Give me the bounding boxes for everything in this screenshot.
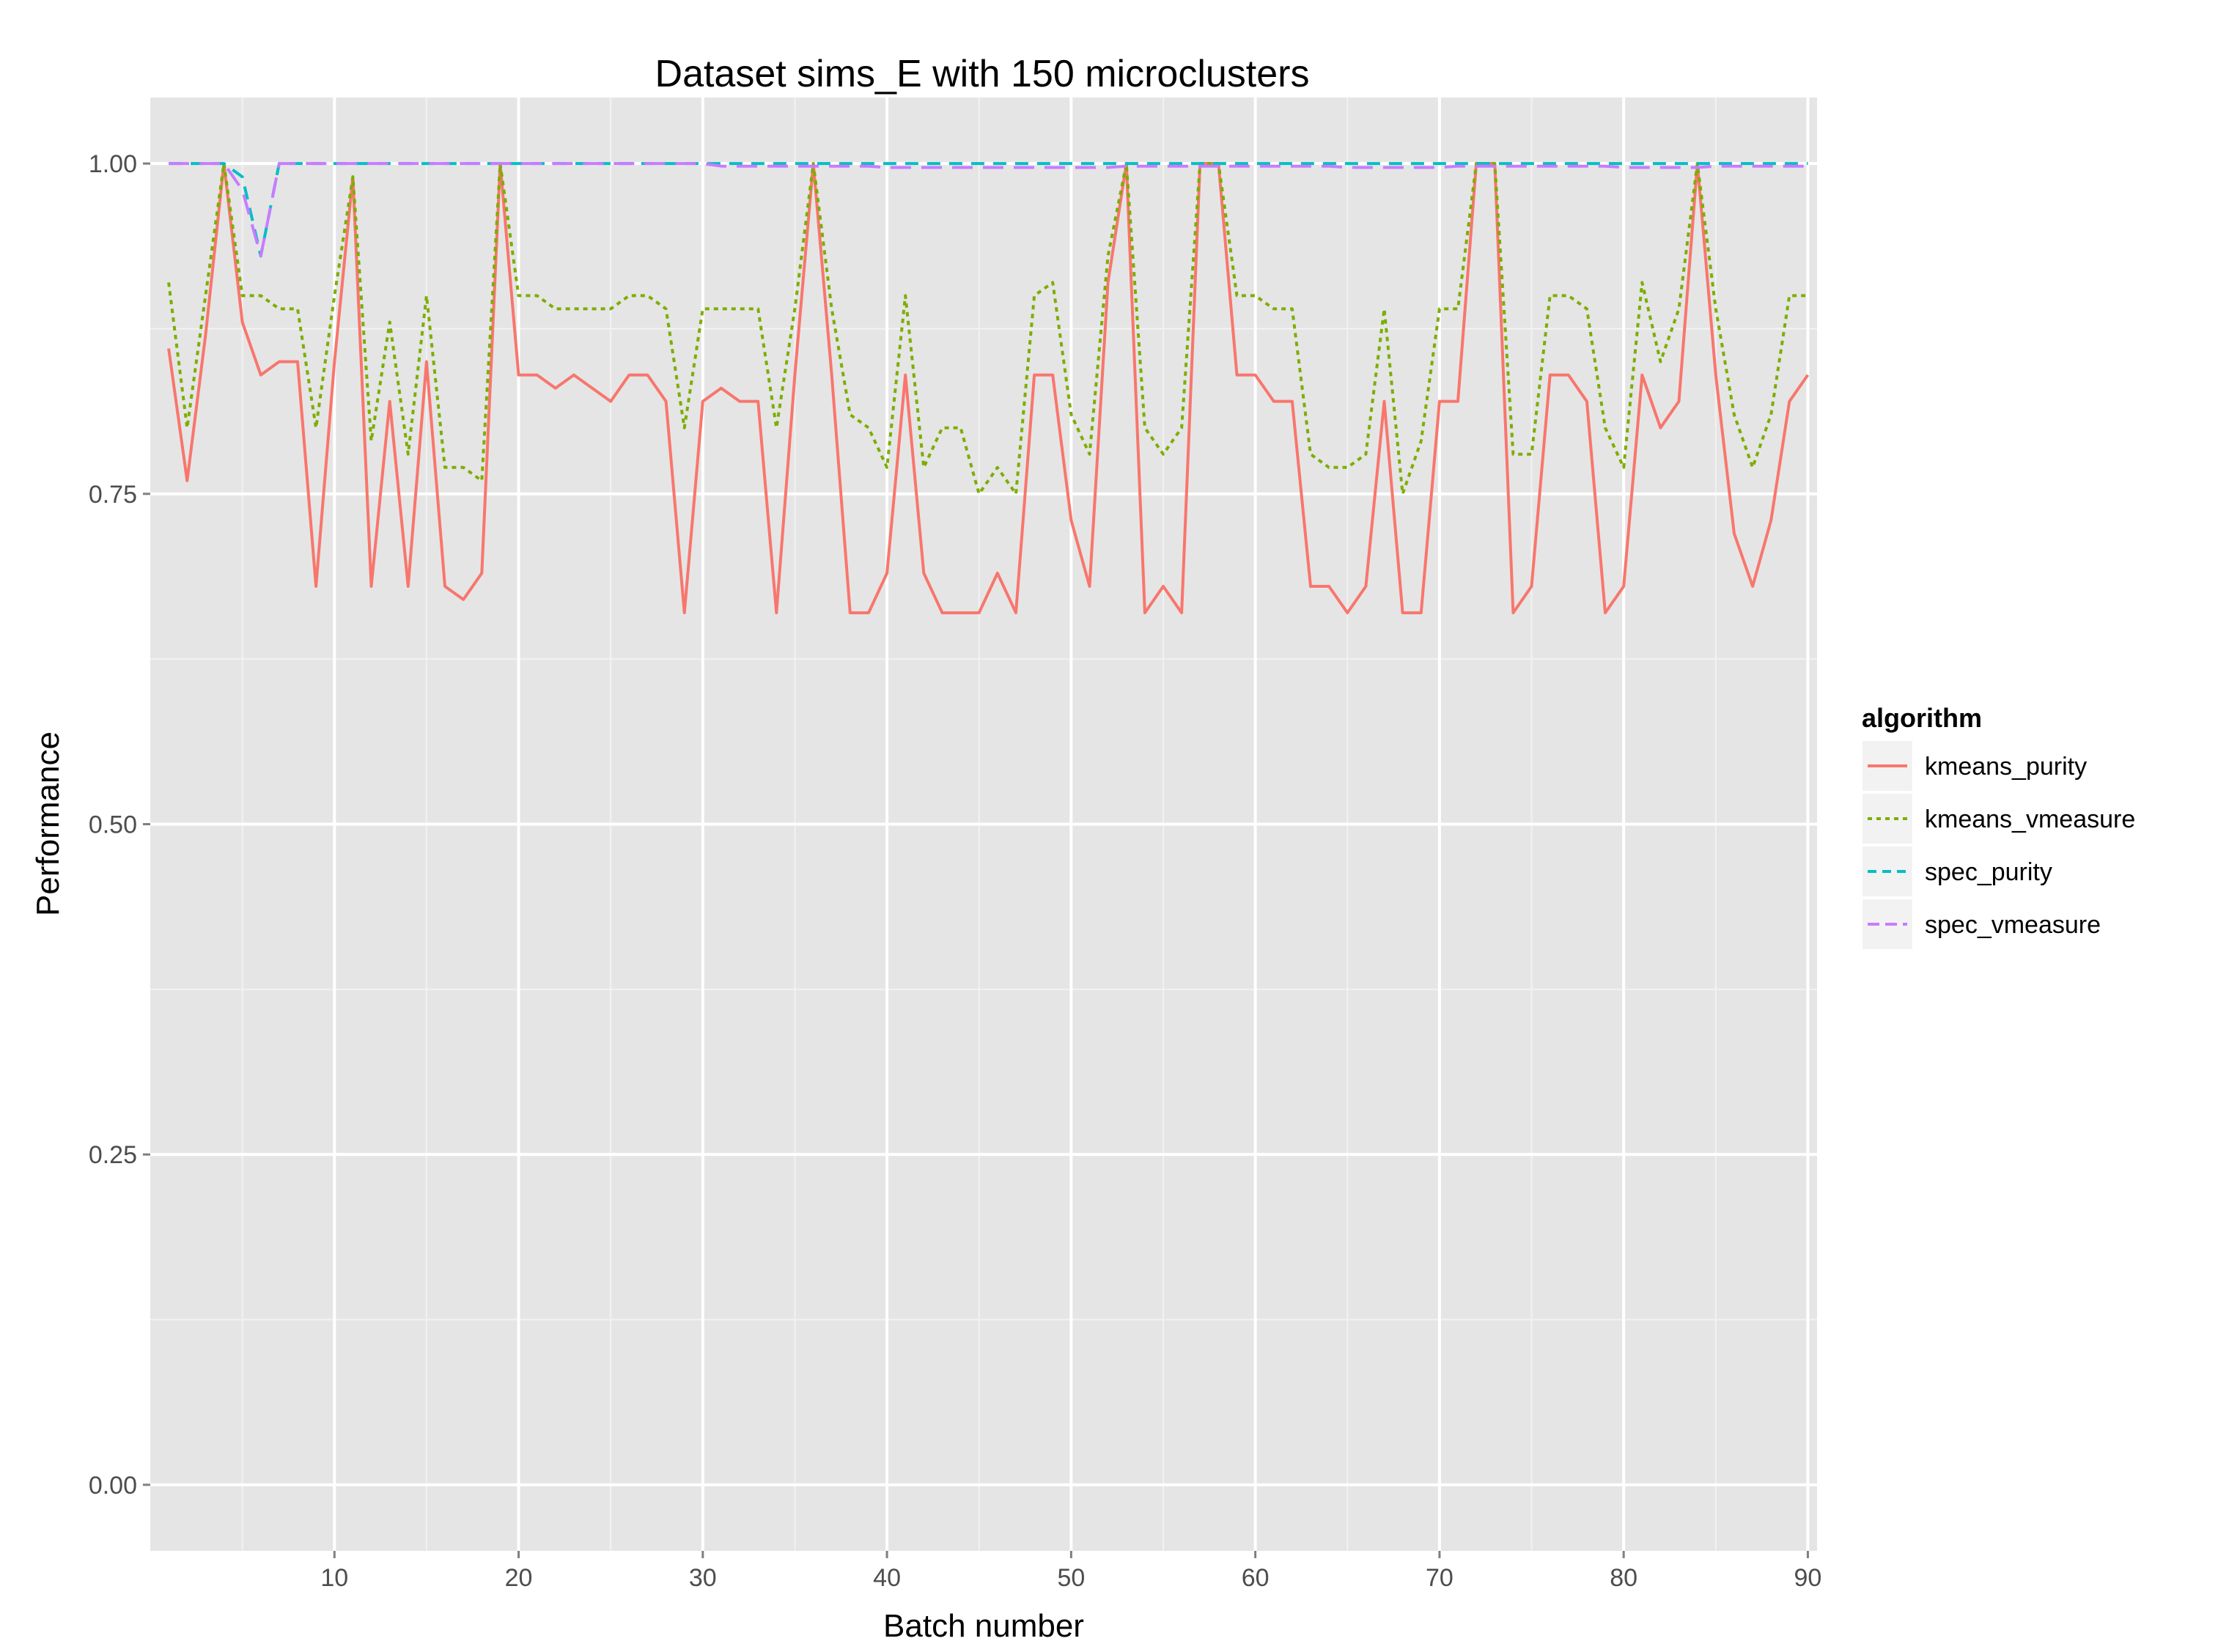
y-axis: 0.00 0.25 0.50 0.75 1.00 — [89, 150, 150, 1500]
legend-item-spec_purity: spec_purity — [1861, 845, 2052, 898]
x-tick-label: 30 — [689, 1564, 717, 1592]
grid-major — [150, 97, 1817, 1551]
legend-title: algorithm — [1862, 703, 1982, 733]
legend-label: spec_vmeasure — [1925, 911, 2101, 939]
x-tick-label: 20 — [505, 1564, 533, 1592]
x-tick-label: 70 — [1426, 1564, 1454, 1592]
x-tick-label: 60 — [1242, 1564, 1270, 1592]
legend-label: kmeans_vmeasure — [1925, 805, 2135, 833]
x-axis-title: Batch number — [883, 1608, 1084, 1644]
x-tick-label: 90 — [1794, 1564, 1822, 1592]
y-tick-label: 0.50 — [89, 811, 137, 839]
series-line-spec_vmeasure — [169, 162, 1808, 258]
legend-item-kmeans_purity: kmeans_purity — [1861, 740, 2087, 792]
x-axis: 10 20 30 40 50 60 70 80 90 — [320, 1551, 1821, 1592]
y-tick-label: 0.00 — [89, 1472, 137, 1500]
legend-item-spec_vmeasure: spec_vmeasure — [1861, 898, 2101, 951]
legend-label: kmeans_purity — [1925, 753, 2087, 781]
chart-title: Dataset sims_E with 150 microclusters — [655, 53, 1310, 95]
legend-item-kmeans_vmeasure: kmeans_vmeasure — [1861, 792, 2135, 845]
x-tick-label: 80 — [1610, 1564, 1637, 1592]
x-tick-label: 50 — [1057, 1564, 1085, 1592]
legend: algorithm kmeans_purity kmeans_vmeasuresp… — [1861, 703, 2135, 951]
series-line-kmeans_vmeasure — [167, 162, 1808, 495]
legend-label: spec_purity — [1925, 858, 2052, 886]
y-axis-title: Performance — [30, 731, 66, 916]
series-layer — [167, 162, 1810, 615]
y-tick-label: 0.25 — [89, 1141, 137, 1169]
series-line-kmeans_purity — [167, 162, 1810, 615]
x-tick-label: 10 — [320, 1564, 348, 1592]
x-tick-label: 40 — [873, 1564, 901, 1592]
y-tick-label: 0.75 — [89, 481, 137, 509]
y-tick-label: 1.00 — [89, 150, 137, 178]
legend-items: kmeans_purity kmeans_vmeasure spec_puritys… — [1861, 740, 2135, 951]
